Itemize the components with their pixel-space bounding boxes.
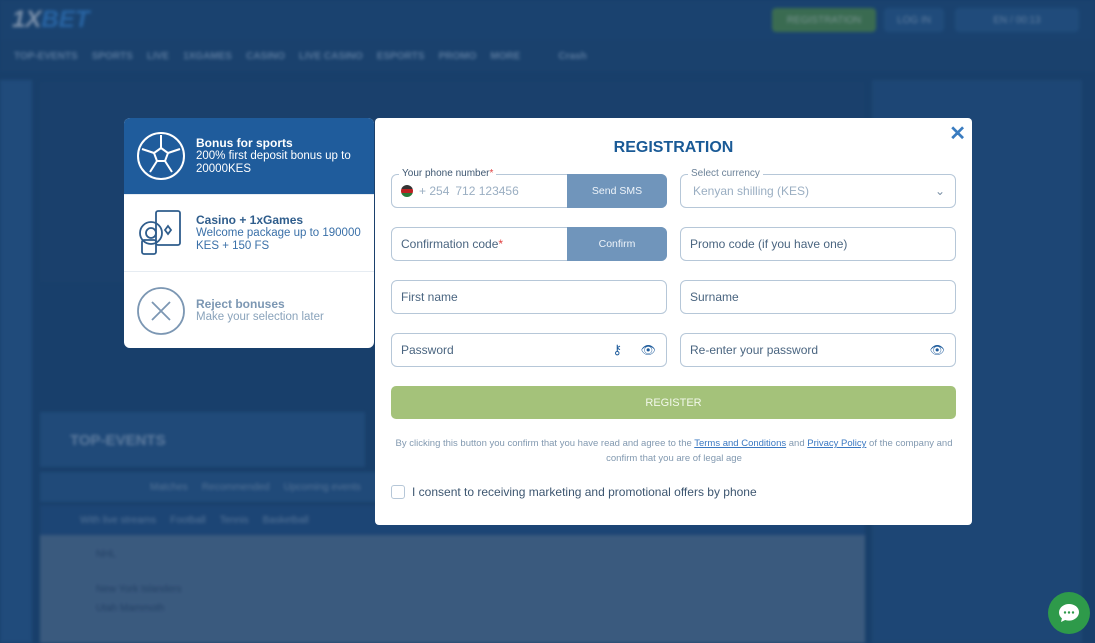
currency-select[interactable]: Select currency Kenyan shilling (KES) ⌄ [680, 168, 956, 208]
first-name-input[interactable]: First name [401, 290, 458, 304]
bonus-selector: Bonus for sports 200% first deposit bonus… [124, 118, 374, 348]
close-icon[interactable]: ✕ [949, 123, 966, 145]
team-name[interactable]: Utah Mammoth [96, 603, 165, 614]
consent-label: I consent to receiving marketing and pro… [412, 485, 757, 499]
tab-upcoming[interactable]: Upcoming events [283, 481, 361, 493]
register-button[interactable]: REGISTER [391, 386, 956, 419]
casino-chips-cards-icon [139, 210, 181, 255]
nav-esports[interactable]: ESPORTS [376, 50, 425, 62]
chevron-down-icon: ⌄ [934, 184, 945, 198]
legal-text: By clicking this button you confirm that… [395, 438, 953, 464]
tab-recommended[interactable]: Recommended [201, 481, 270, 493]
nav-live-casino[interactable]: LIVE CASINO [298, 50, 363, 62]
top-events-heading: TOP-EVENTS [40, 412, 365, 467]
nav-top-events[interactable]: TOP-EVENTS [14, 50, 78, 62]
language-selector[interactable]: EN / 00:13 [955, 8, 1079, 32]
registration-modal: ✕ REGISTRATION Your phone number* + 254 … [375, 118, 972, 525]
header-login-button[interactable]: LOG IN [884, 8, 944, 32]
eye-slash-icon[interactable]: 👁 [929, 343, 945, 357]
filter-basketball[interactable]: Basketball [262, 514, 309, 526]
filter-football[interactable]: Football [170, 514, 206, 526]
country-code[interactable]: + 254 [419, 184, 450, 198]
filter-live-streams[interactable]: With live streams [80, 514, 157, 526]
nav-casino[interactable]: CASINO [245, 50, 285, 62]
sidebar [0, 80, 32, 643]
password-field[interactable]: Password ⚷ 👁 [391, 333, 667, 367]
send-sms-button[interactable]: Send SMS [567, 174, 667, 208]
currency-label: Select currency [688, 168, 763, 179]
phone-label: Your phone number* [399, 168, 497, 179]
chat-button[interactable] [1048, 592, 1090, 634]
logo: 1XBET [12, 6, 90, 33]
modal-title: REGISTRATION [613, 139, 734, 156]
bonus-option-sports[interactable]: Bonus for sports 200% first deposit bonus… [124, 118, 374, 195]
surname-field[interactable]: Surname [680, 280, 956, 314]
nav-1xgames[interactable]: 1XGAMES [183, 50, 232, 62]
repassword-field[interactable]: Re-enter your password 👁 [680, 333, 956, 367]
surname-input[interactable]: Surname [690, 290, 739, 304]
main-nav: TOP-EVENTS SPORTS LIVE 1XGAMES CASINO LI… [0, 40, 1095, 72]
repassword-input[interactable]: Re-enter your password [690, 343, 819, 357]
marketing-consent[interactable]: I consent to receiving marketing and pro… [391, 485, 757, 499]
filter-tennis[interactable]: Tennis [219, 514, 249, 526]
team-name[interactable]: New York Islanders [96, 584, 182, 595]
league-row: NHL [96, 549, 117, 560]
phone-input[interactable]: 712 123456 [455, 184, 519, 198]
nav-more[interactable]: MORE [490, 50, 521, 62]
header-registration-button[interactable]: REGISTRATION [772, 8, 876, 32]
consent-checkbox[interactable] [391, 485, 405, 499]
currency-value: Kenyan shilling (KES) [693, 184, 810, 198]
tab-matches[interactable]: Matches [150, 481, 188, 493]
bonus-option-casino[interactable]: Casino + 1xGames Welcome package up to 19… [124, 195, 374, 272]
confirmation-code-field[interactable]: Confirmation code * Confirm [391, 227, 667, 261]
nav-sports[interactable]: SPORTS [91, 50, 133, 62]
nav-live[interactable]: LIVE [146, 50, 170, 62]
confirm-button[interactable]: Confirm [567, 227, 667, 261]
privacy-link[interactable]: Privacy Policy [807, 438, 867, 449]
password-input[interactable]: Password [401, 343, 454, 357]
events-table: NHL New York Islanders Utah Mammoth [40, 535, 865, 643]
nav-promo[interactable]: PROMO [438, 50, 477, 62]
soccer-ball-icon [137, 132, 185, 180]
first-name-field[interactable]: First name [391, 280, 667, 314]
promo-code-input[interactable]: Promo code (if you have one) [690, 237, 848, 251]
confirmation-code-input[interactable]: Confirmation code [401, 237, 499, 251]
site-header: 1XBET REGISTRATION LOG IN EN / 00:13 [0, 0, 1095, 40]
nav-crash[interactable]: Crash [558, 50, 587, 62]
terms-link[interactable]: Terms and Conditions [694, 438, 787, 449]
close-circle-icon [137, 286, 185, 335]
chat-bubble-icon [1059, 604, 1079, 622]
bonus-option-reject[interactable]: Reject bonuses Make your selection later [124, 272, 374, 348]
key-icon[interactable]: ⚷ [612, 342, 622, 357]
promo-code-field[interactable]: Promo code (if you have one) [680, 227, 956, 261]
eye-slash-icon[interactable]: 👁 [640, 343, 656, 357]
phone-field[interactable]: Your phone number* + 254 712 123456 Send… [391, 168, 667, 208]
kenya-flag-icon [401, 185, 413, 197]
required-mark: * [498, 237, 504, 251]
